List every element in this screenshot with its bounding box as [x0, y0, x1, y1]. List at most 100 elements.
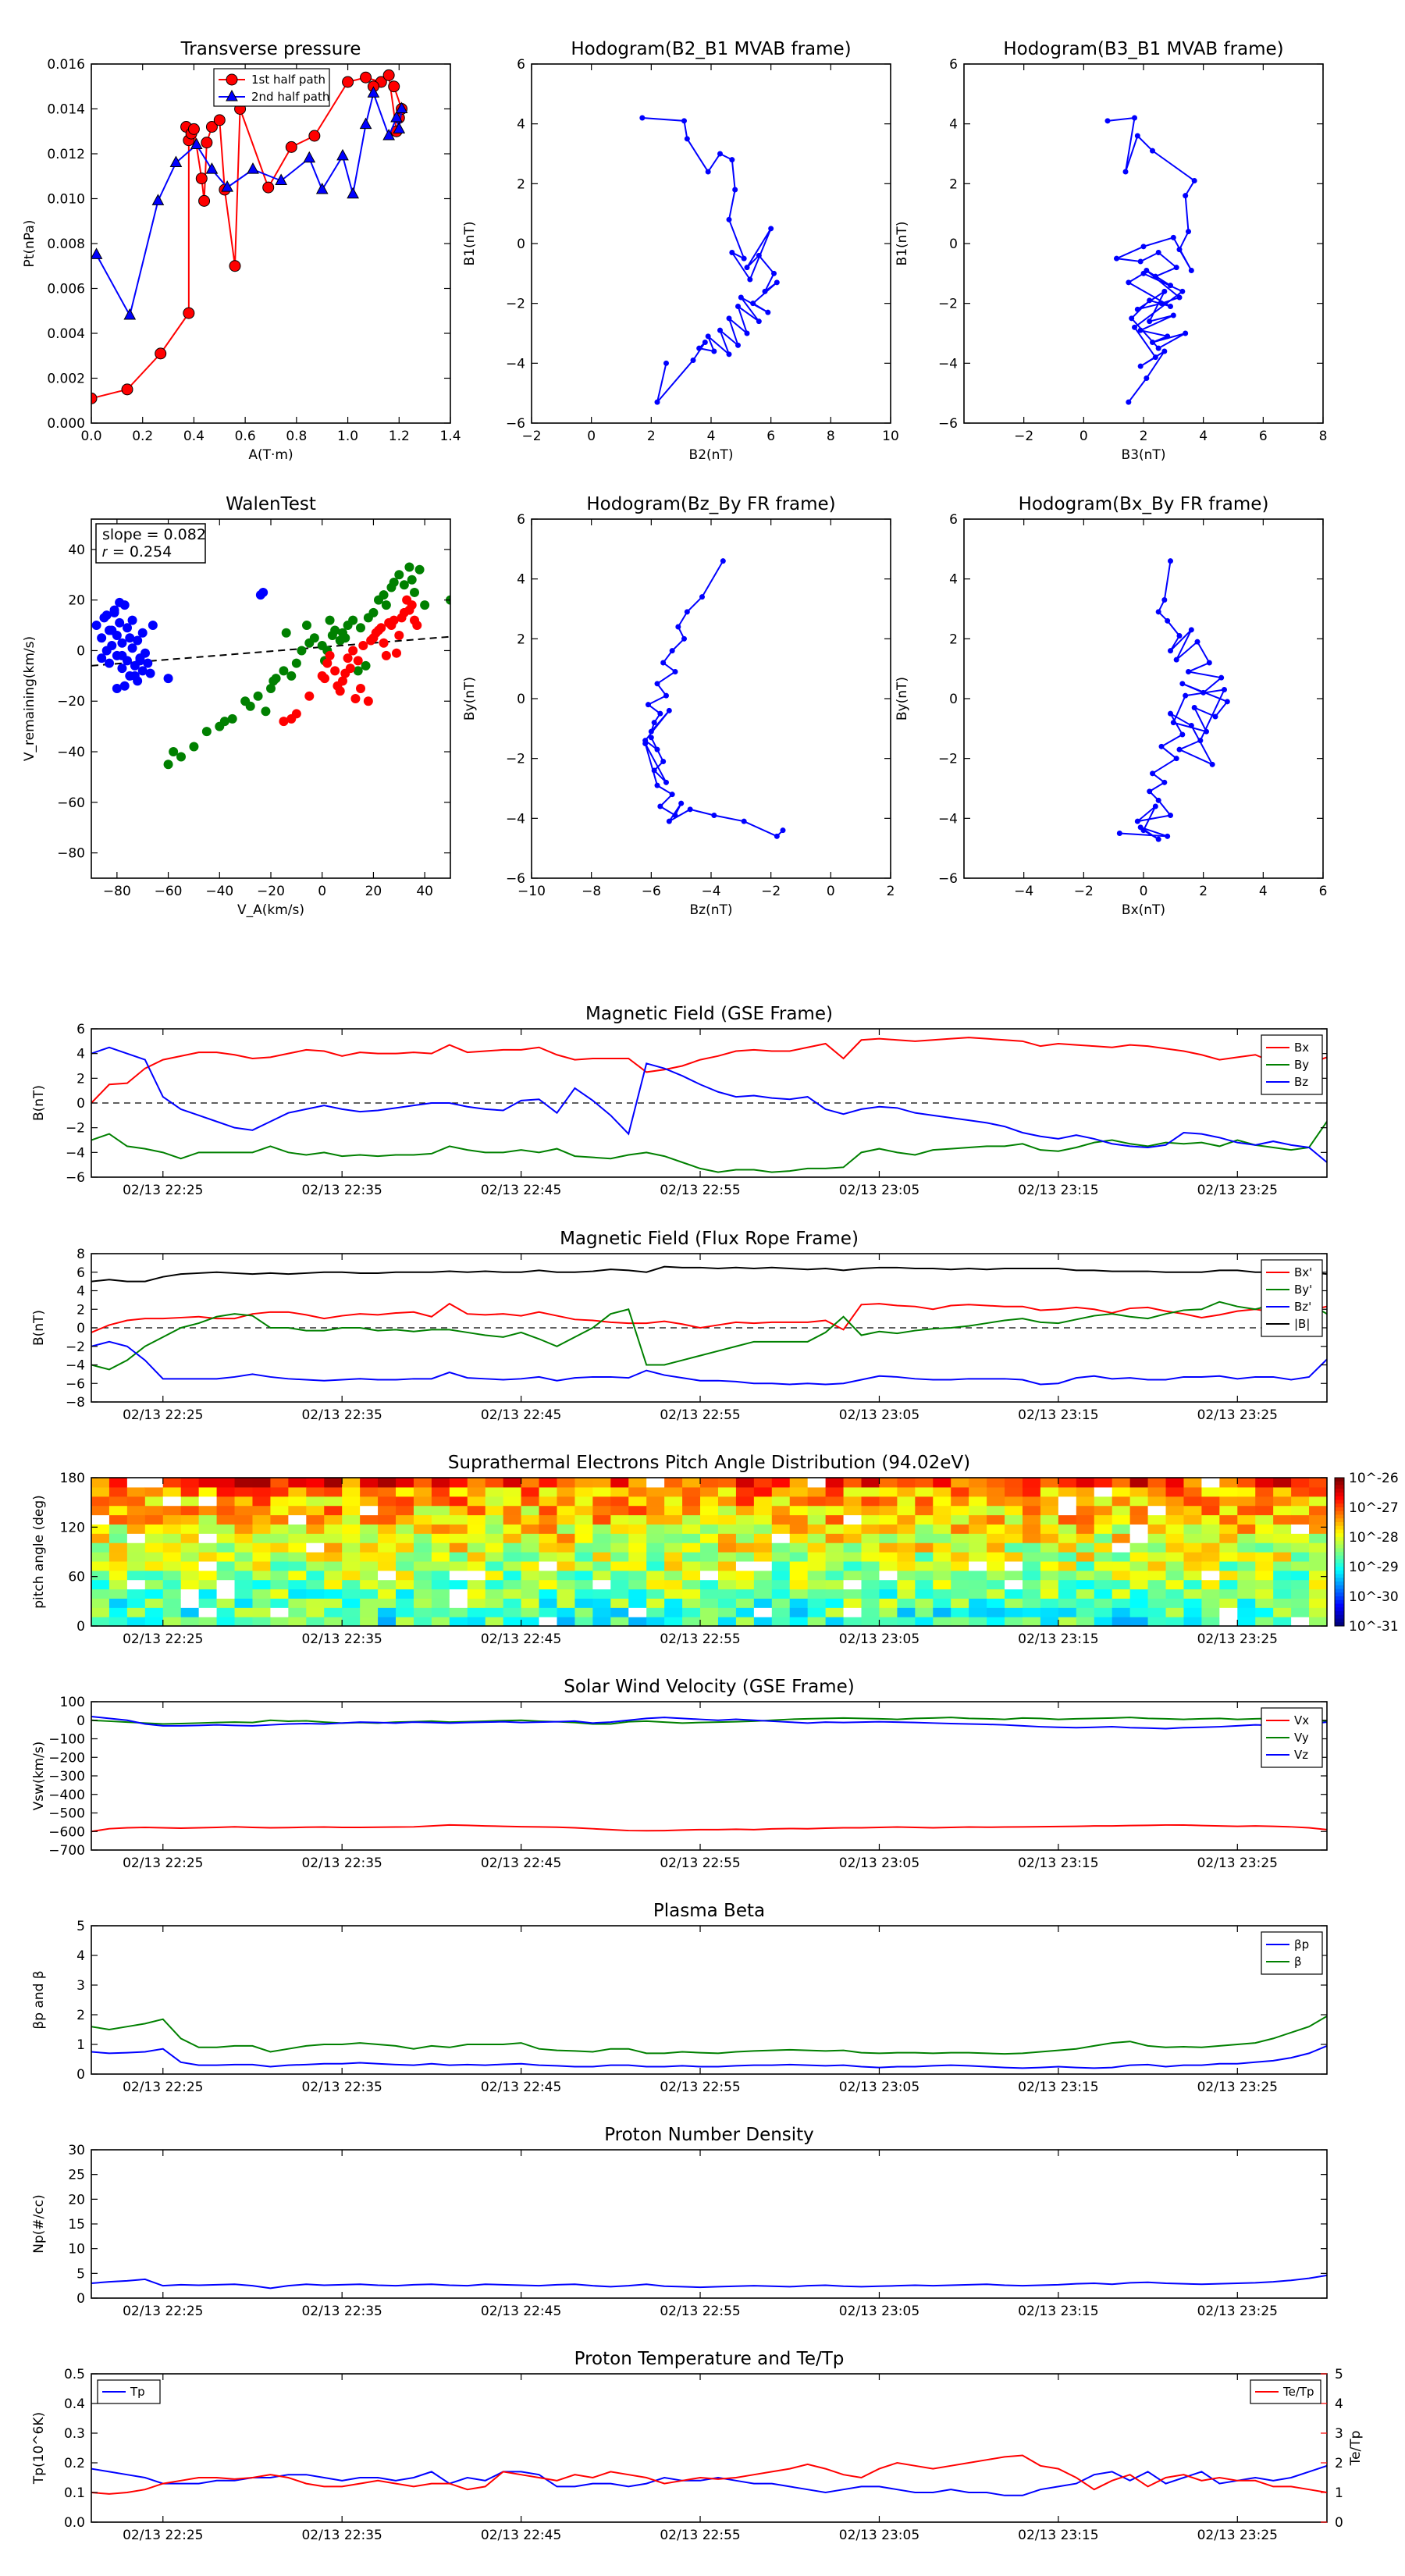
- heatmap-cell: [180, 1524, 200, 1534]
- x-tick-label: 02/13 23:05: [839, 1856, 919, 1871]
- y-tick-label: 4: [517, 572, 525, 588]
- heatmap-cell: [485, 1579, 504, 1590]
- heatmap-cell: [144, 1598, 164, 1608]
- series-marker: [1168, 304, 1173, 309]
- heatmap-cell: [789, 1542, 809, 1553]
- heatmap-cell: [825, 1524, 845, 1534]
- heatmap-cell: [789, 1524, 809, 1534]
- heatmap-cell: [915, 1552, 934, 1562]
- heatmap-cell: [144, 1533, 164, 1543]
- series-line: [91, 1717, 1327, 1725]
- heatmap-cell: [700, 1579, 719, 1590]
- colorbar-swatch: [1335, 1548, 1344, 1553]
- heatmap-cell: [610, 1496, 629, 1507]
- y-tick-label: 6: [76, 1022, 85, 1037]
- series-marker: [359, 117, 372, 130]
- heatmap-cell: [1129, 1505, 1149, 1516]
- heatmap-cell: [682, 1533, 701, 1543]
- heatmap-cell: [198, 1617, 218, 1627]
- heatmap-cell: [1309, 1496, 1328, 1507]
- x-tick-label: −20: [257, 884, 285, 899]
- heatmap-cell: [861, 1598, 880, 1608]
- x-tick-label: 02/13 22:45: [481, 1407, 561, 1423]
- heatmap-cell: [789, 1496, 809, 1507]
- series-marker: [91, 392, 98, 404]
- heatmap-cell: [539, 1496, 558, 1507]
- heatmap-cell: [360, 1589, 379, 1599]
- heatmap-cell: [753, 1478, 773, 1488]
- heatmap-cell: [503, 1598, 522, 1608]
- x-tick-label: 20: [365, 884, 382, 899]
- x-tick-label: 02/13 22:25: [123, 2304, 203, 2319]
- x-tick-label: 02/13 22:45: [481, 1631, 561, 1647]
- y-tick-label: −6: [66, 1170, 85, 1186]
- scatter-point: [109, 605, 119, 615]
- series-marker: [1158, 743, 1165, 749]
- heatmap-cell: [1183, 1589, 1203, 1599]
- heatmap-cell: [825, 1598, 845, 1608]
- series-marker: [711, 348, 717, 354]
- plot-area: [91, 562, 450, 770]
- heatmap-cell: [969, 1579, 987, 1590]
- heatmap-cell: [987, 1617, 1005, 1627]
- y-tick-label: 0.004: [47, 326, 85, 342]
- heatmap-cell: [717, 1570, 737, 1581]
- heatmap-cell: [1273, 1524, 1292, 1534]
- heatmap-cell: [1094, 1486, 1113, 1497]
- heatmap-cell: [539, 1579, 558, 1590]
- heatmap-cell: [557, 1579, 576, 1590]
- heatmap-cell: [969, 1478, 987, 1488]
- heatmap-cell: [162, 1514, 182, 1525]
- heatmap-cell: [1129, 1486, 1149, 1497]
- heatmap-cell: [807, 1486, 827, 1497]
- heatmap-cell: [1022, 1552, 1041, 1562]
- heatmap-cell: [1273, 1505, 1292, 1516]
- heatmap-cell: [1273, 1598, 1292, 1608]
- heatmap-cell: [987, 1570, 1005, 1581]
- series-marker: [1152, 354, 1158, 361]
- heatmap-cell: [324, 1496, 343, 1507]
- heatmap-cell: [342, 1598, 361, 1608]
- heatmap-cell: [825, 1514, 845, 1525]
- heatmap-cell: [467, 1552, 486, 1562]
- y-tick-label: 0: [76, 1619, 85, 1635]
- heatmap-cell: [485, 1478, 504, 1488]
- heatmap-cell: [288, 1598, 307, 1608]
- heatmap-cell: [915, 1542, 934, 1553]
- heatmap-cell: [682, 1607, 701, 1617]
- series-marker: [1204, 728, 1209, 735]
- heatmap-cell: [234, 1589, 254, 1599]
- series-marker: [744, 265, 750, 271]
- heatmap-cell: [1094, 1589, 1113, 1599]
- heatmap-cell: [1022, 1607, 1041, 1617]
- scatter-point: [286, 671, 297, 681]
- heatmap-cell: [342, 1505, 361, 1516]
- heatmap-cell: [646, 1579, 665, 1590]
- heatmap-cell: [1183, 1560, 1203, 1571]
- series-marker: [195, 173, 208, 185]
- series-marker: [1161, 779, 1168, 785]
- heatmap-cell: [324, 1589, 343, 1599]
- heatmap-cell: [467, 1598, 486, 1608]
- heatmap-cell: [592, 1579, 611, 1590]
- heatmap-cell: [1005, 1607, 1023, 1617]
- series-marker: [1155, 345, 1161, 351]
- heatmap-cell: [288, 1486, 307, 1497]
- heatmap-cell: [861, 1589, 880, 1599]
- heatmap-cell: [682, 1524, 701, 1534]
- series-line: [642, 117, 777, 403]
- heatmap-cell: [861, 1579, 880, 1590]
- heatmap-cell: [807, 1570, 827, 1581]
- heatmap-cell: [610, 1542, 629, 1553]
- series-marker: [1155, 797, 1161, 803]
- heatmap-cell: [700, 1496, 719, 1507]
- heatmap-cell: [1165, 1589, 1185, 1599]
- y-tick-label: −600: [48, 1824, 85, 1840]
- series-marker: [303, 151, 316, 163]
- heatmap-cell: [1291, 1533, 1310, 1543]
- heatmap-cell: [1129, 1598, 1149, 1608]
- heatmap-cell: [396, 1560, 414, 1571]
- series-marker: [717, 151, 723, 157]
- heatmap-cell: [1076, 1505, 1095, 1516]
- chart-title: WalenTest: [226, 494, 316, 514]
